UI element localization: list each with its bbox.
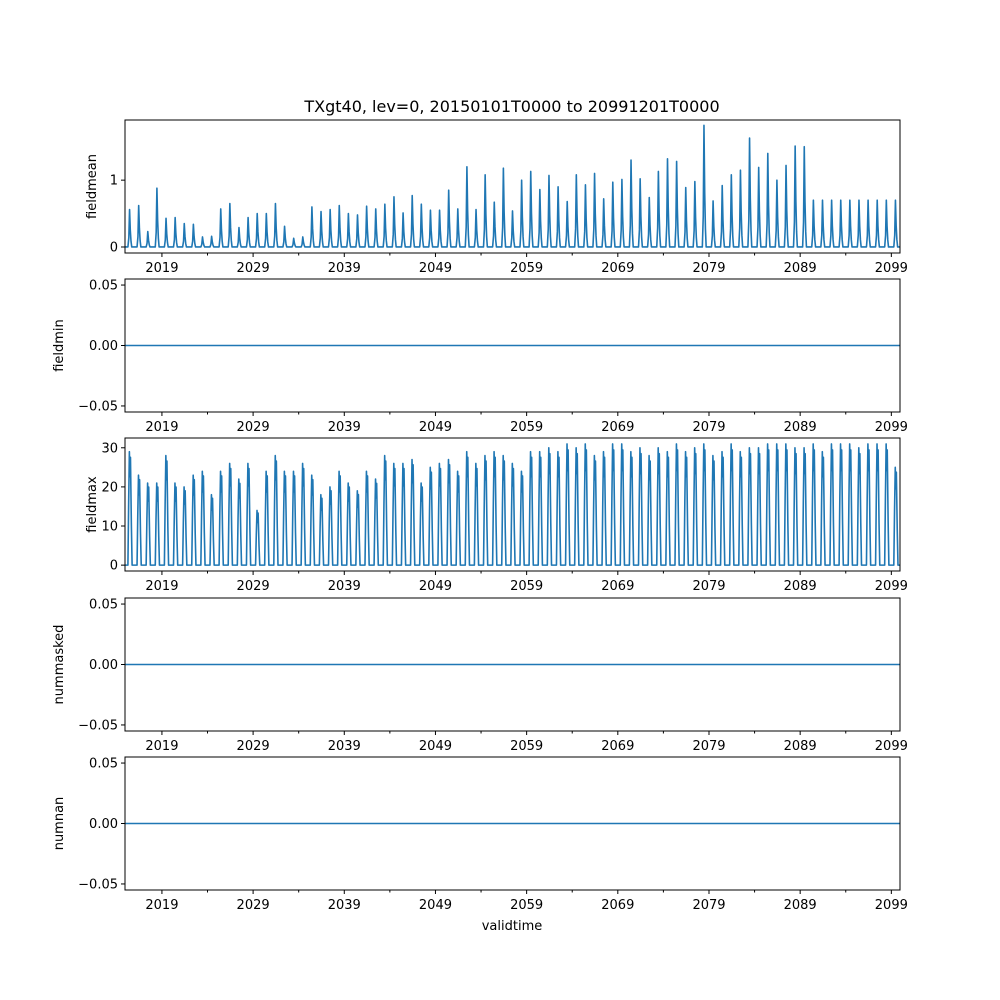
fieldmax-ytick-label: 30 xyxy=(101,441,118,456)
fieldmin-y-axis-label: fieldmin xyxy=(52,319,67,372)
fieldmin-ytick-label: 0.00 xyxy=(89,339,118,354)
numnan-xtick-label: 2019 xyxy=(145,898,178,913)
fieldmax-xtick-label: 2069 xyxy=(601,579,634,594)
fieldmin-xtick-label: 2019 xyxy=(145,420,178,435)
fieldmean-xtick-label: 2099 xyxy=(875,261,908,276)
numnan-xtick-label: 2049 xyxy=(419,898,452,913)
numnan-xtick-label: 2069 xyxy=(601,898,634,913)
nummasked-ytick-label: 0.05 xyxy=(89,598,118,613)
numnan-xtick-label: 2029 xyxy=(237,898,270,913)
fieldmean-axes-frame xyxy=(124,119,901,254)
nummasked-ytick-label: −0.05 xyxy=(78,718,118,733)
fieldmin-xtick-label: 2089 xyxy=(784,420,817,435)
nummasked-ytick-label: 0.00 xyxy=(89,658,118,673)
fieldmax-xtick-label: 2099 xyxy=(875,579,908,594)
nummasked-xtick-label: 2029 xyxy=(237,739,270,754)
nummasked-xtick-label: 2099 xyxy=(875,739,908,754)
fieldmin-xtick-label: 2069 xyxy=(601,420,634,435)
subplot-fieldmax: 0 10 20 30 2019 2029 2039 2049 2059 2069 2079 2089 2… xyxy=(85,437,908,594)
fieldmean-xtick-label: 2089 xyxy=(784,261,817,276)
nummasked-xtick-label: 2069 xyxy=(601,739,634,754)
fieldmean-series-line xyxy=(125,124,900,248)
fieldmax-series-line xyxy=(125,443,900,566)
fieldmin-xtick-label: 2059 xyxy=(510,420,543,435)
fieldmax-xtick-label: 2089 xyxy=(784,579,817,594)
fieldmax-xtick-label: 2079 xyxy=(692,579,725,594)
nummasked-xtick-label: 2059 xyxy=(510,739,543,754)
fieldmin-xtick-label: 2039 xyxy=(328,420,361,435)
numnan-y-axis-label: numnan xyxy=(52,797,67,851)
numnan-ytick-label: 0.00 xyxy=(89,817,118,832)
nummasked-xtick-label: 2089 xyxy=(784,739,817,754)
x-axis-label: validtime xyxy=(482,919,543,934)
nummasked-xtick-label: 2039 xyxy=(328,739,361,754)
fieldmean-xtick-label: 2019 xyxy=(145,261,178,276)
fieldmean-xtick-label: 2059 xyxy=(510,261,543,276)
subplot-nummasked: −0.05 0.00 0.05 2019 2029 2039 2049 2059 2069 207… xyxy=(52,597,908,754)
numnan-xtick-label: 2099 xyxy=(875,898,908,913)
nummasked-y-axis-label: nummasked xyxy=(52,625,67,705)
fieldmax-xtick-label: 2019 xyxy=(145,579,178,594)
fieldmin-ytick-label: 0.05 xyxy=(89,279,118,294)
subplot-numnan: −0.05 0.00 0.05 2019 2029 2039 2049 2059 2069 207… xyxy=(52,756,908,913)
nummasked-xtick-label: 2049 xyxy=(419,739,452,754)
numnan-ytick-label: 0.05 xyxy=(89,757,118,772)
fieldmean-xtick-label: 2069 xyxy=(601,261,634,276)
fieldmax-xtick-label: 2029 xyxy=(237,579,270,594)
fieldmean-ytick-label: 0 xyxy=(110,240,118,255)
fieldmean-y-axis-label: fieldmean xyxy=(85,154,100,219)
fieldmax-xtick-label: 2039 xyxy=(328,579,361,594)
fieldmin-xtick-label: 2049 xyxy=(419,420,452,435)
subplot-fieldmin: −0.05 0.00 0.05 2019 2029 2039 2049 2059 2069 207… xyxy=(52,278,908,435)
fieldmin-xtick-label: 2099 xyxy=(875,420,908,435)
fieldmean-xtick-label: 2039 xyxy=(328,261,361,276)
fieldmean-xtick-label: 2049 xyxy=(419,261,452,276)
fieldmin-ytick-label: −0.05 xyxy=(78,399,118,414)
numnan-xtick-label: 2039 xyxy=(328,898,361,913)
fieldmax-ytick-label: 10 xyxy=(101,520,118,535)
fieldmax-ytick-label: 0 xyxy=(110,559,118,574)
fieldmin-xtick-label: 2079 xyxy=(692,420,725,435)
fieldmean-ytick-label: 1 xyxy=(110,174,118,189)
numnan-ytick-label: −0.05 xyxy=(78,877,118,892)
subplot-fieldmean: 0 1 2019 2029 2039 2049 2059 2069 2079 2089 2099 fi… xyxy=(85,119,908,276)
fieldmax-ytick-label: 20 xyxy=(101,480,118,495)
nummasked-xtick-label: 2079 xyxy=(692,739,725,754)
fieldmax-axes-frame xyxy=(124,437,901,572)
fieldmax-y-axis-label: fieldmax xyxy=(85,476,100,533)
numnan-xtick-label: 2059 xyxy=(510,898,543,913)
numnan-xtick-label: 2079 xyxy=(692,898,725,913)
figure-title: TXgt40, lev=0, 20150101T0000 to 20991201… xyxy=(303,97,719,116)
numnan-xtick-label: 2089 xyxy=(784,898,817,913)
nummasked-xtick-label: 2019 xyxy=(145,739,178,754)
fieldmax-xtick-label: 2059 xyxy=(510,579,543,594)
fieldmax-xtick-label: 2049 xyxy=(419,579,452,594)
fieldmean-xtick-label: 2079 xyxy=(692,261,725,276)
fieldmin-xtick-label: 2029 xyxy=(237,420,270,435)
fieldmean-xtick-label: 2029 xyxy=(237,261,270,276)
subplots: 0 1 2019 2029 2039 2049 2059 2069 2079 2089 2099 fi… xyxy=(52,119,908,913)
